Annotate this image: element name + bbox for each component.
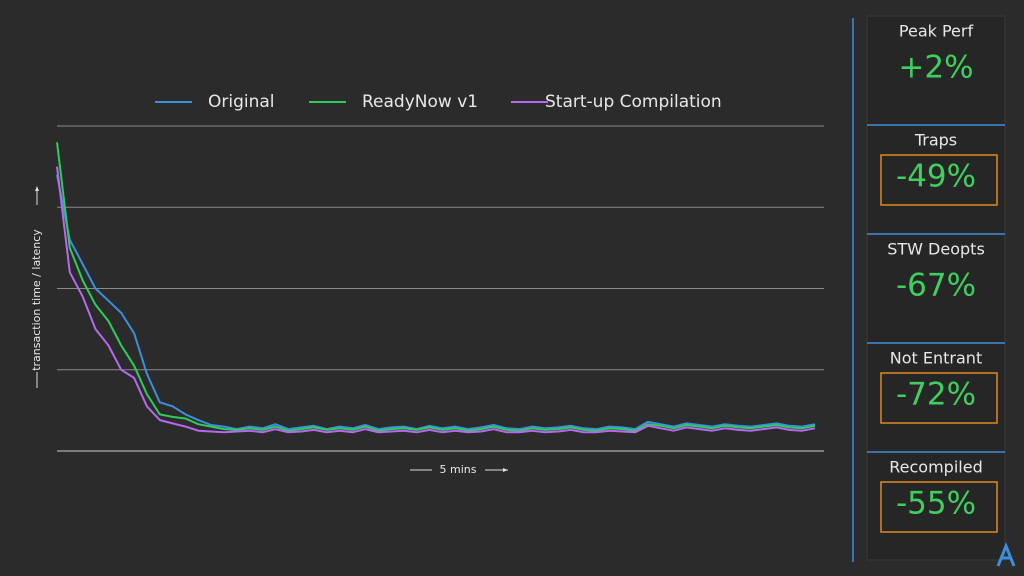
series-line [56, 166, 816, 434]
metric-value: -72% [896, 377, 976, 413]
metric-value: -49% [896, 159, 976, 195]
y-axis-label: transaction time / latency [30, 229, 43, 371]
metric-value: -55% [896, 486, 976, 522]
metric-value: +2% [898, 50, 973, 86]
metric-value: -67% [896, 268, 976, 304]
metric-label: Traps [914, 131, 957, 150]
metric-label: STW Deopts [887, 240, 985, 259]
series-line [56, 174, 816, 431]
legend-label: ReadyNow v1 [362, 92, 478, 112]
x-axis-label: 5 mins [440, 463, 477, 476]
series-line [56, 142, 816, 432]
metric-label: Not Entrant [890, 349, 982, 368]
metric-label: Peak Perf [899, 22, 974, 41]
legend-label: Original [208, 92, 275, 112]
y-arrow-head [35, 186, 39, 191]
metrics-panel [866, 15, 1006, 561]
x-arrow-head [503, 468, 508, 472]
highlight-box [880, 481, 998, 533]
highlight-box [880, 154, 998, 206]
metric-label: Recompiled [889, 458, 982, 477]
highlight-box [880, 372, 998, 424]
logo [996, 541, 1016, 567]
legend-label: Start-up Compilation [545, 92, 722, 112]
